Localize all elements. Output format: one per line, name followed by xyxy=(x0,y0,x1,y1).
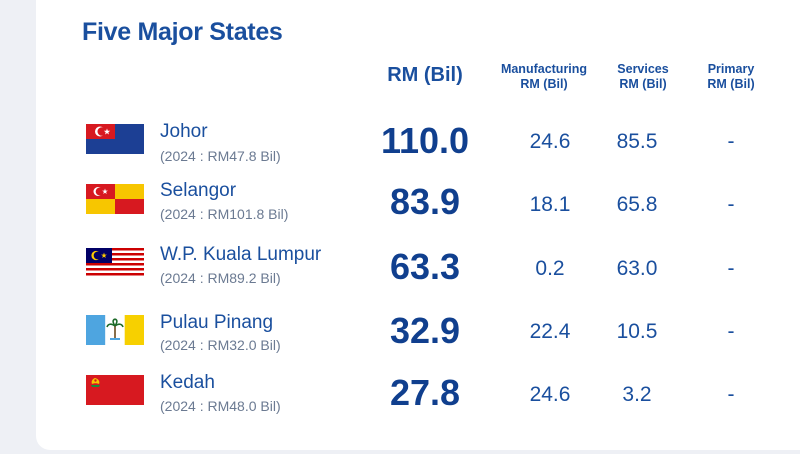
services-value: 3.2 xyxy=(622,383,652,406)
table-row-kuala-lumpur: W.P. Kuala Lumpur (2024 : RM89.2 Bil) 63… xyxy=(0,236,800,296)
header-services: Services RM (Bil) xyxy=(602,62,684,92)
manufacturing-value: 18.1 xyxy=(529,193,571,216)
header-manufacturing: Manufacturing RM (Bil) xyxy=(488,62,600,92)
pulau-pinang-flag-icon xyxy=(86,315,144,345)
total-value: 110.0 xyxy=(380,120,470,161)
manufacturing-value: 0.2 xyxy=(535,257,565,280)
state-previous-value: (2024 : RM101.8 Bil) xyxy=(160,206,289,222)
state-previous-value: (2024 : RM32.0 Bil) xyxy=(160,337,281,353)
total-value: 27.8 xyxy=(389,372,461,413)
state-name: Johor xyxy=(160,121,208,142)
table-row-kedah: Kedah (2024 : RM48.0 Bil) 27.8 24.6 3.2 … xyxy=(0,366,800,426)
header-primary: Primary RM (Bil) xyxy=(694,62,768,92)
primary-value: - xyxy=(727,383,735,406)
services-value: 63.0 xyxy=(616,257,658,280)
table-row-johor: Johor (2024 : RM47.8 Bil) 110.0 24.6 85.… xyxy=(0,108,800,168)
header-primary-line1: Primary xyxy=(707,62,755,76)
total-value: 63.3 xyxy=(389,246,461,287)
header-primary-line2: RM (Bil) xyxy=(707,77,755,91)
selangor-flag-icon xyxy=(86,184,144,214)
state-name: Kedah xyxy=(160,372,215,393)
total-value: 32.9 xyxy=(389,310,461,351)
primary-value: - xyxy=(727,257,735,280)
manufacturing-value: 24.6 xyxy=(529,130,571,153)
services-value: 10.5 xyxy=(616,320,658,343)
primary-value: - xyxy=(727,130,735,153)
state-previous-value: (2024 : RM48.0 Bil) xyxy=(160,398,281,414)
page-title: Five Major States xyxy=(82,18,283,46)
summary-card xyxy=(36,0,800,450)
header-manufacturing-line1: Manufacturing xyxy=(500,62,588,76)
primary-value: - xyxy=(727,320,735,343)
header-manufacturing-line2: RM (Bil) xyxy=(520,77,568,91)
manufacturing-value: 22.4 xyxy=(529,320,571,343)
state-name: W.P. Kuala Lumpur xyxy=(160,244,322,265)
johor-flag-icon xyxy=(86,124,144,154)
table-row-pulau-pinang: Pulau Pinang (2024 : RM32.0 Bil) 32.9 22… xyxy=(0,304,800,364)
primary-value: - xyxy=(727,193,735,216)
services-value: 65.8 xyxy=(616,193,658,216)
table-row-selangor: Selangor (2024 : RM101.8 Bil) 83.9 18.1 … xyxy=(0,170,800,230)
state-previous-value: (2024 : RM89.2 Bil) xyxy=(160,270,281,286)
services-value: 85.5 xyxy=(616,130,658,153)
header-services-line1: Services xyxy=(617,62,669,76)
header-total: RM (Bil) xyxy=(387,64,463,86)
kuala-lumpur-flag-icon xyxy=(86,248,144,278)
total-value: 83.9 xyxy=(389,181,461,222)
manufacturing-value: 24.6 xyxy=(529,383,571,406)
header-services-line2: RM (Bil) xyxy=(619,77,667,91)
kedah-flag-icon xyxy=(86,375,144,405)
state-name: Selangor xyxy=(160,180,237,201)
state-name: Pulau Pinang xyxy=(160,312,274,333)
state-previous-value: (2024 : RM47.8 Bil) xyxy=(160,148,281,164)
